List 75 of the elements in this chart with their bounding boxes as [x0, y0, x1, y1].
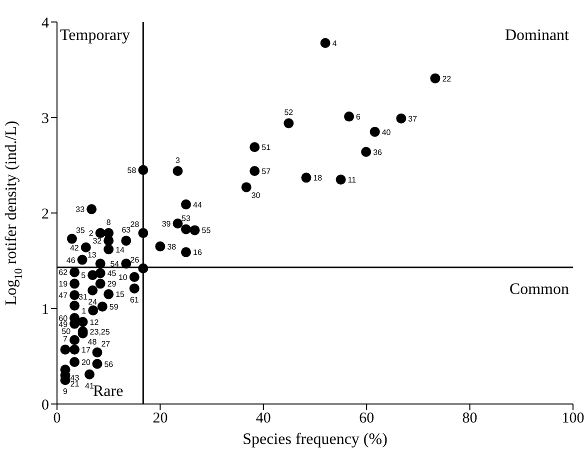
x-tick-label: 20: [152, 410, 168, 427]
annotation: 2: [88, 229, 94, 238]
annotation: 48: [88, 337, 98, 346]
annotation: 15: [116, 290, 126, 300]
annotation: 38: [167, 242, 177, 252]
annotation: Common: [509, 281, 569, 298]
annotation: 1: [82, 306, 87, 316]
annotation: 41: [85, 381, 95, 390]
y-tick-label: 0: [42, 397, 49, 414]
annotation: 27: [101, 339, 111, 348]
annotation: 20: [82, 358, 91, 367]
annotation: 21: [70, 379, 80, 388]
x-tick-label: 80: [462, 410, 478, 427]
annotation: 58: [127, 166, 137, 176]
annotation: 31: [78, 292, 88, 302]
annotation: 7: [63, 334, 68, 344]
annotation: 44: [193, 200, 202, 210]
annotation: 22: [442, 74, 452, 84]
annotation: 17: [82, 346, 91, 355]
annotation: 12: [90, 318, 100, 327]
x-axis-title: Species frequency (%): [242, 431, 388, 448]
annotation: 8: [106, 218, 112, 228]
annotation: 61: [130, 295, 140, 304]
annotation: 53: [182, 214, 191, 224]
y-tick-label: 1: [42, 302, 49, 318]
annotation: 29: [107, 280, 117, 289]
annotation: 33: [76, 205, 86, 214]
annotation: 24: [88, 297, 98, 306]
y-tick-label: 2: [42, 206, 49, 222]
annotation: 59: [109, 302, 119, 312]
annotation: 11: [348, 176, 357, 185]
annotation: 39: [162, 220, 172, 229]
annotation: 42: [70, 243, 80, 252]
y-tick-label: 3: [42, 110, 49, 127]
annotation: 37: [408, 114, 418, 124]
annotation: 3: [176, 156, 181, 165]
annotation: 16: [193, 248, 202, 258]
annotation: 28: [130, 220, 140, 230]
annotation: 54: [110, 260, 120, 269]
annotation: 49: [58, 320, 68, 329]
annotation: 26: [130, 255, 140, 264]
annotation: Rare: [93, 383, 124, 400]
annotation: 14: [116, 245, 126, 254]
annotation: 35: [76, 226, 86, 235]
annotation: 9: [63, 387, 68, 396]
x-tick-label: 40: [256, 410, 271, 427]
y-tick-label: 4: [42, 15, 50, 32]
annotation: 50: [62, 327, 72, 336]
x-tick-label: 0: [53, 410, 61, 427]
annotation: 62: [58, 268, 68, 278]
annotation: 47: [58, 291, 68, 300]
annotation: 55: [202, 226, 212, 236]
annotation: 56: [104, 360, 114, 369]
annotation: 30: [251, 191, 261, 200]
annotation: 40: [382, 128, 392, 137]
x-tick-label: 60: [359, 410, 374, 427]
annotation: Temporary: [60, 27, 130, 44]
annotation: 46: [66, 256, 76, 265]
annotation: 4: [332, 39, 338, 48]
annotation: 36: [373, 148, 383, 157]
annotation: Dominant: [505, 27, 570, 44]
annotation: 57: [262, 166, 272, 176]
annotation: 19: [58, 280, 68, 289]
annotation: 45: [107, 269, 117, 278]
x-tick-label: 100: [562, 410, 584, 427]
annotation: 63: [122, 226, 132, 235]
annotation: 5: [81, 271, 86, 280]
annotation: 10: [118, 272, 128, 282]
annotation: 13: [87, 250, 97, 260]
annotation: 18: [313, 174, 323, 183]
annotation: 52: [284, 108, 294, 118]
annotation: 6: [356, 112, 362, 122]
annotation: 32: [92, 236, 102, 246]
annotation: 51: [262, 143, 272, 152]
annotation: 23,25: [90, 327, 110, 336]
